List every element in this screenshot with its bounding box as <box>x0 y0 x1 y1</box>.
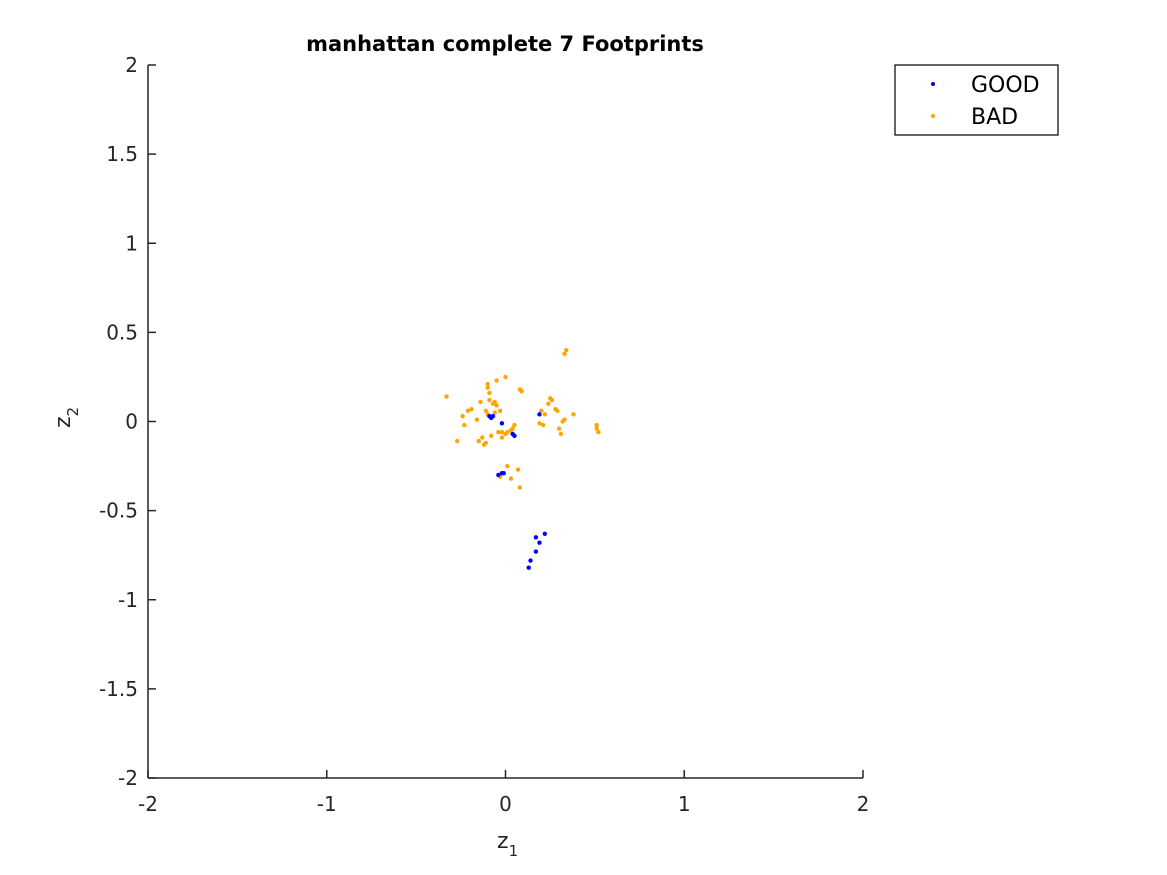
x-ticks: -2 -1 0 1 2 <box>138 770 869 816</box>
data-points <box>444 348 601 570</box>
point-bad <box>503 374 508 380</box>
point-bad <box>519 388 524 394</box>
point-bad <box>564 348 569 353</box>
legend: GOOD BAD <box>894 64 1059 136</box>
point-bad <box>546 401 551 406</box>
point-bad <box>480 435 485 440</box>
point-bad <box>540 422 546 428</box>
legend-label-bad: BAD <box>971 105 1018 130</box>
point-bad <box>465 408 471 414</box>
point-bad <box>510 426 515 431</box>
series-good <box>487 412 548 570</box>
y-ticks: -2 -1.5 -1 -0.5 0 0.5 1 1.5 2 <box>99 53 156 790</box>
point-bad <box>508 476 514 481</box>
point-bad <box>594 426 599 431</box>
y-axis-label-main: z <box>51 416 76 428</box>
point-bad <box>497 408 503 414</box>
point-bad <box>494 403 499 408</box>
point-bad <box>549 397 555 403</box>
point-bad <box>483 440 489 446</box>
point-bad <box>542 412 548 417</box>
point-bad <box>596 429 601 435</box>
point-good <box>499 421 505 426</box>
point-bad <box>494 378 499 383</box>
y-tick-label: 2 <box>125 53 138 77</box>
point-good <box>528 558 533 563</box>
point-bad <box>469 406 474 412</box>
point-bad <box>562 417 567 422</box>
point-bad <box>487 390 492 396</box>
point-bad <box>539 408 544 414</box>
x-tick-label: 2 <box>857 792 870 816</box>
point-bad <box>556 426 562 431</box>
point-bad <box>571 412 576 417</box>
point-bad <box>537 421 542 426</box>
point-bad <box>455 438 460 444</box>
legend-box <box>894 64 1059 136</box>
x-tick-label: 0 <box>499 792 512 816</box>
point-bad <box>505 429 510 435</box>
point-good <box>533 549 539 554</box>
point-good <box>537 540 542 545</box>
y-tick-label: -1 <box>118 588 138 612</box>
point-bad <box>517 485 522 490</box>
point-bad <box>496 429 501 435</box>
point-bad <box>476 438 481 444</box>
y-tick-label: 1 <box>125 231 138 255</box>
point-bad <box>489 433 494 438</box>
point-bad <box>444 394 449 399</box>
x-tick-label: -1 <box>317 792 337 816</box>
point-good <box>542 531 548 536</box>
y-tick-label: 0 <box>125 410 138 434</box>
series-bad <box>444 348 601 490</box>
point-good <box>537 412 542 417</box>
y-axis-label: z2 <box>51 407 82 428</box>
point-bad <box>487 397 492 403</box>
point-bad <box>558 431 564 437</box>
y-tick-label: -2 <box>118 766 138 790</box>
point-bad <box>499 435 505 440</box>
y-tick-label: 0.5 <box>106 320 138 344</box>
point-good <box>490 413 496 419</box>
point-bad <box>505 463 510 469</box>
y-tick-label: -1.5 <box>99 677 138 701</box>
point-good <box>496 472 501 478</box>
legend-marker-good <box>931 82 935 86</box>
point-bad <box>474 417 480 422</box>
y-tick-label: -0.5 <box>99 499 138 523</box>
point-good <box>501 470 506 476</box>
point-bad <box>485 385 490 390</box>
x-axis-label-subscript: 1 <box>509 842 519 860</box>
point-bad <box>478 399 483 405</box>
y-tick-label: 1.5 <box>106 142 138 166</box>
point-bad <box>492 410 497 415</box>
point-bad <box>460 413 465 419</box>
x-axis-label-main: z <box>497 829 509 854</box>
x-tick-label: 1 <box>678 792 691 816</box>
point-bad <box>562 351 567 356</box>
point-bad <box>462 422 467 428</box>
y-axis-label-subscript: 2 <box>64 407 82 417</box>
point-bad <box>492 399 497 405</box>
legend-marker-bad <box>931 114 935 118</box>
x-tick-label: -2 <box>138 792 158 816</box>
point-good <box>526 565 531 570</box>
chart-title: manhattan complete 7 Footprints <box>306 32 704 56</box>
legend-label-good: GOOD <box>971 73 1040 98</box>
point-bad <box>485 381 490 387</box>
point-bad <box>555 408 560 414</box>
point-good <box>512 433 517 438</box>
point-good <box>533 535 539 540</box>
point-bad <box>594 422 599 428</box>
x-axis-label: z1 <box>497 829 518 860</box>
axes <box>147 65 863 779</box>
point-bad <box>499 429 505 435</box>
point-bad <box>483 408 489 414</box>
point-bad <box>515 467 521 472</box>
point-bad <box>512 422 517 428</box>
